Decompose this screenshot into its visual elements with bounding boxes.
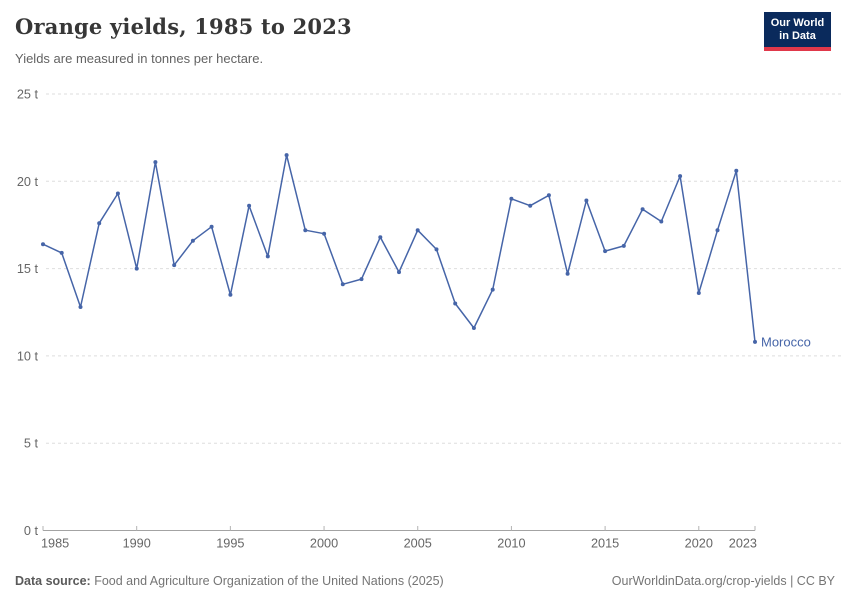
y-tick-label: 15 t [17, 262, 39, 276]
data-source: Data source: Food and Agriculture Organi… [15, 574, 444, 588]
y-tick-label: 0 t [24, 524, 39, 538]
data-point[interactable] [565, 271, 570, 276]
data-point[interactable] [97, 221, 102, 226]
data-point[interactable] [415, 228, 420, 233]
x-tick-label: 2000 [310, 537, 338, 551]
data-point[interactable] [359, 277, 364, 282]
data-point[interactable] [228, 292, 233, 297]
data-source-label: Data source: [15, 574, 91, 588]
data-point[interactable] [78, 305, 83, 309]
data-point[interactable] [303, 228, 308, 233]
data-point[interactable] [546, 193, 551, 198]
data-point[interactable] [509, 196, 514, 201]
data-point[interactable] [734, 168, 739, 173]
data-point[interactable] [397, 270, 401, 275]
data-point[interactable] [528, 203, 533, 208]
data-point[interactable] [603, 249, 608, 254]
y-tick-label: 10 t [17, 349, 39, 363]
data-point[interactable] [678, 174, 683, 179]
data-point[interactable] [59, 250, 64, 255]
data-point[interactable] [584, 198, 589, 203]
page-title: Orange yields, 1985 to 2023 [15, 14, 352, 39]
attribution-link[interactable]: OurWorldinData.org/crop-yields | CC BY [611, 574, 835, 588]
data-point[interactable] [284, 153, 289, 158]
data-point[interactable] [322, 231, 327, 236]
data-point[interactable] [715, 228, 720, 233]
owid-logo-line2: in Data [779, 30, 816, 42]
series-line-morocco[interactable] [42, 154, 756, 342]
data-point[interactable] [41, 242, 45, 247]
x-tick-label: 2023 [729, 537, 757, 551]
data-point[interactable] [453, 301, 458, 306]
y-tick-label: 20 t [17, 175, 39, 189]
data-point[interactable] [640, 207, 645, 212]
data-point[interactable] [621, 243, 626, 248]
data-point[interactable] [659, 219, 664, 224]
chart-footer: Data source: Food and Agriculture Organi… [0, 574, 850, 588]
entity-label-morocco[interactable]: Morocco [761, 334, 811, 349]
data-point[interactable] [209, 224, 214, 229]
data-point[interactable] [265, 254, 270, 259]
x-tick-label: 1985 [41, 537, 69, 551]
data-point[interactable] [115, 191, 120, 196]
x-tick-label: 2015 [591, 537, 619, 551]
x-tick-label: 2010 [497, 537, 525, 551]
line-chart[interactable]: 0 t 5 t 10 t 15 t 20 t 25 t 1985 1990 1995 2000 20… [0, 0, 850, 565]
chart-subtitle: Yields are measured in tonnes per hectar… [15, 51, 264, 66]
data-point[interactable] [247, 203, 252, 208]
data-point[interactable] [471, 326, 476, 330]
data-point[interactable] [153, 160, 158, 165]
data-point[interactable] [378, 235, 383, 240]
data-point[interactable] [434, 247, 439, 252]
data-source-text: Food and Agriculture Organization of the… [90, 574, 444, 588]
data-point[interactable] [696, 291, 701, 295]
data-point[interactable] [134, 266, 139, 271]
data-point[interactable] [340, 282, 345, 287]
owid-logo[interactable]: Our World in Data [764, 12, 831, 51]
x-tick-label: 1990 [123, 537, 151, 551]
y-tick-label: 25 t [17, 88, 39, 102]
data-point[interactable] [190, 238, 195, 243]
x-tick-label: 1995 [216, 537, 244, 551]
x-tick-label: 2005 [404, 537, 432, 551]
data-point[interactable] [172, 263, 177, 268]
data-point[interactable] [490, 287, 495, 292]
data-point[interactable] [753, 339, 757, 344]
y-tick-label: 5 t [24, 437, 39, 451]
x-tick-label: 2020 [685, 537, 713, 551]
owid-logo-line1: Our World [770, 17, 825, 29]
